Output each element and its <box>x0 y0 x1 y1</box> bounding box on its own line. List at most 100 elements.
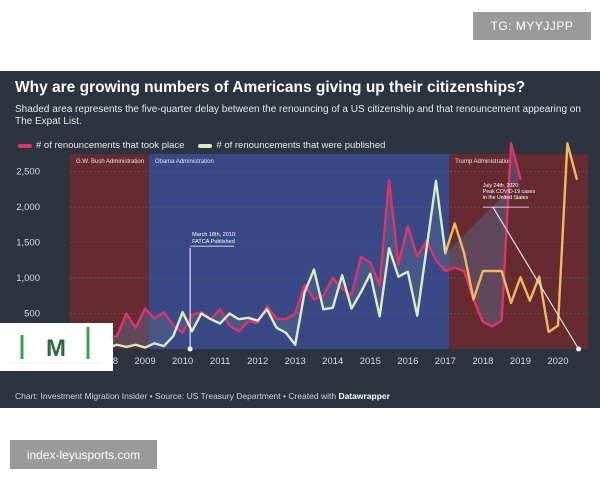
series-point <box>500 270 503 272</box>
series-point <box>172 324 175 327</box>
x-tick-label: 2014 <box>322 356 343 367</box>
series-point <box>125 312 128 315</box>
series-point <box>294 312 297 315</box>
x-tick-label: 2020 <box>547 356 568 367</box>
series-point <box>191 330 193 333</box>
y-tick-label: 2,000 <box>16 202 40 213</box>
series-point <box>528 299 531 302</box>
series-point <box>397 263 400 265</box>
series-point <box>284 331 287 334</box>
legend-swatch-took-place <box>18 143 32 148</box>
series-point <box>125 345 128 348</box>
series-point <box>200 312 203 315</box>
legend-item-published: # of renouncements that were published <box>198 140 385 151</box>
chart-legend: # of renouncements that took place # of … <box>18 140 385 151</box>
series-point <box>463 252 466 255</box>
logo-letter: M <box>46 335 66 362</box>
series-point <box>275 326 278 329</box>
series-point <box>435 259 437 262</box>
chart-subtitle: Shaded area represents the five-quarter … <box>15 104 581 127</box>
series-point <box>481 321 484 323</box>
series-point <box>266 308 268 311</box>
series-point <box>162 311 165 314</box>
period-shade <box>70 154 149 349</box>
y-tick-label: 1,500 <box>16 238 40 249</box>
series-point <box>519 177 522 180</box>
series-point <box>191 314 193 316</box>
x-tick-label: 2019 <box>510 356 531 367</box>
x-tick-label: 2010 <box>172 356 193 367</box>
series-point <box>322 294 325 297</box>
series-point <box>453 266 456 269</box>
series-point <box>153 342 156 345</box>
series-point <box>275 317 278 320</box>
logo-graphic: M <box>8 327 102 364</box>
x-tick-label: 2016 <box>397 356 418 367</box>
series-point <box>566 142 569 145</box>
series-point <box>378 315 381 318</box>
series-point <box>341 274 344 277</box>
series-point <box>388 179 390 182</box>
series-point <box>162 345 165 348</box>
series-point <box>322 308 325 311</box>
series-point <box>331 306 334 309</box>
y-tick-label: 500 <box>24 309 40 320</box>
series-point <box>500 319 503 322</box>
series-point <box>238 318 240 321</box>
legend-item-took-place: # of renouncements that took place <box>18 140 184 151</box>
series-point <box>341 287 344 290</box>
series-point <box>181 311 184 314</box>
series-point <box>360 255 362 258</box>
series-point <box>228 312 231 315</box>
covid-marker-line <box>492 206 580 350</box>
series-point <box>350 307 353 310</box>
series-point <box>435 180 437 182</box>
fatca-annotation-text: March 18th, 2010: FATCA Published <box>192 232 237 245</box>
x-tick-label: 2015 <box>360 356 381 367</box>
series-point <box>256 321 259 324</box>
source-text: Chart: Investment Migration Insider • So… <box>15 391 337 401</box>
channel-tag: TG: MYYJJPP <box>473 12 591 40</box>
delay-band <box>70 143 521 348</box>
series-point <box>463 270 466 272</box>
series-point <box>425 247 428 250</box>
series-point <box>397 275 400 278</box>
series-point <box>266 305 268 308</box>
period-label: G.W. Bush Administration <box>76 159 144 165</box>
series-point <box>238 330 240 333</box>
x-tick-label: 2009 <box>135 356 156 367</box>
chart-title: Why are growing numbers of Americans giv… <box>15 79 526 96</box>
x-tick-label: 2013 <box>285 356 306 367</box>
series-point <box>144 307 146 310</box>
series-point <box>313 268 315 271</box>
series-point <box>575 177 578 180</box>
series-point <box>284 318 287 321</box>
series-point <box>378 284 381 287</box>
covid-annotation-text: July 24th, 2020: Peak COVID-19 cases in th… <box>483 183 536 201</box>
chart-source-note: Chart: Investment Migration Insider • So… <box>15 391 390 401</box>
period-label: Obama Administration <box>155 159 214 165</box>
series-point <box>369 272 372 275</box>
x-tick-label: 2012 <box>247 356 268 367</box>
series-point <box>491 325 494 328</box>
site-watermark: index-leyusports.com <box>10 440 157 469</box>
source-brand: Datawrapper <box>338 391 390 401</box>
series-point <box>519 276 522 279</box>
covid-marker-dot <box>576 346 582 352</box>
x-tick-label: 2017 <box>435 356 456 367</box>
series-point <box>116 335 118 338</box>
series-point <box>219 308 222 311</box>
series-point <box>247 320 250 323</box>
series-point <box>144 346 146 349</box>
fatca-marker-dot <box>187 346 193 352</box>
series-point <box>247 316 250 319</box>
series-point <box>510 142 512 145</box>
series-point <box>209 318 212 321</box>
series-point <box>350 294 353 297</box>
series-point <box>557 324 559 327</box>
series-point <box>116 343 118 346</box>
series-point <box>416 255 419 258</box>
site-logo: M <box>0 323 113 371</box>
series-point <box>444 270 447 272</box>
legend-label-took-place: # of renouncements that took place <box>36 140 185 151</box>
